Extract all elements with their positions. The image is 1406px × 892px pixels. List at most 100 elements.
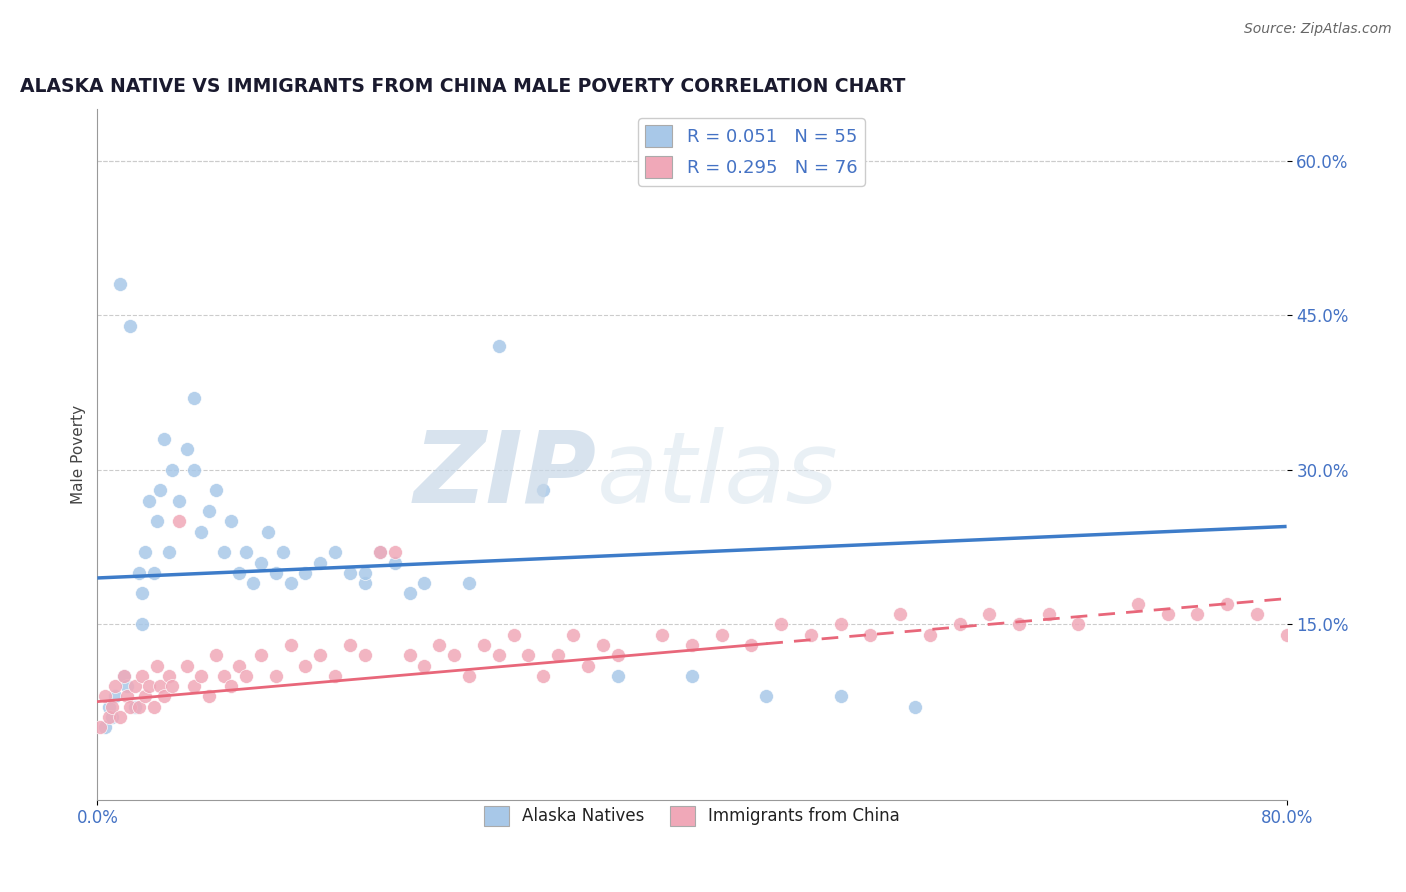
Point (339, 566, 361, 580)
Point (1187, 607, 1209, 621)
Point (98, 699, 121, 714)
Point (250, 556, 273, 570)
Point (309, 648, 332, 663)
Point (157, 669, 180, 683)
Point (398, 586, 420, 600)
Point (149, 483, 172, 498)
Point (398, 648, 420, 663)
Text: Source: ZipAtlas.com: Source: ZipAtlas.com (1244, 22, 1392, 37)
Point (112, 669, 135, 683)
Point (502, 627, 524, 641)
Point (131, 669, 153, 683)
Point (859, 627, 882, 641)
Point (112, 669, 135, 683)
Point (142, 699, 165, 714)
Point (205, 483, 228, 498)
Point (153, 690, 176, 704)
Point (94, 720, 117, 734)
Point (167, 493, 190, 508)
Point (124, 699, 146, 714)
Point (101, 699, 124, 714)
Point (183, 391, 205, 405)
Point (128, 566, 150, 580)
Point (167, 514, 190, 528)
Text: atlas: atlas (596, 426, 838, 524)
Point (108, 277, 131, 292)
Point (176, 658, 198, 673)
Point (547, 648, 569, 663)
Point (198, 504, 221, 518)
Text: ALASKA NATIVE VS IMMIGRANTS FROM CHINA MALE POVERTY CORRELATION CHART: ALASKA NATIVE VS IMMIGRANTS FROM CHINA M… (20, 78, 905, 96)
Point (98, 710, 121, 724)
Point (138, 679, 160, 693)
Point (800, 627, 823, 641)
Point (1126, 597, 1149, 611)
Point (219, 514, 242, 528)
Point (770, 617, 793, 632)
Point (1275, 627, 1298, 641)
Point (681, 638, 703, 652)
Point (1067, 617, 1090, 632)
Point (205, 648, 228, 663)
Point (264, 669, 287, 683)
Point (160, 463, 183, 477)
Point (606, 648, 628, 663)
Point (384, 556, 406, 570)
Point (228, 658, 250, 673)
Point (1038, 607, 1060, 621)
Point (235, 669, 257, 683)
Point (104, 690, 127, 704)
Point (131, 617, 153, 632)
Point (212, 545, 235, 559)
Point (264, 566, 287, 580)
Point (531, 483, 554, 498)
Point (488, 339, 510, 353)
Point (120, 699, 142, 714)
Point (472, 638, 495, 652)
Point (904, 699, 927, 714)
Point (153, 432, 176, 446)
Point (384, 545, 406, 559)
Point (755, 690, 778, 704)
Point (1156, 607, 1178, 621)
Point (339, 638, 361, 652)
Point (1216, 597, 1239, 611)
Point (183, 463, 205, 477)
Point (115, 690, 138, 704)
Point (354, 648, 377, 663)
Point (124, 679, 146, 693)
Point (128, 699, 150, 714)
Point (354, 566, 377, 580)
Point (368, 545, 391, 559)
Point (131, 586, 153, 600)
Point (183, 679, 205, 693)
Point (198, 690, 221, 704)
Point (280, 638, 302, 652)
Point (101, 710, 124, 724)
Point (531, 669, 554, 683)
Point (427, 638, 450, 652)
Point (948, 617, 970, 632)
Point (190, 669, 212, 683)
Point (146, 514, 169, 528)
Point (413, 576, 436, 591)
Point (89, 720, 111, 734)
Point (323, 545, 346, 559)
Point (257, 524, 280, 539)
Text: ZIP: ZIP (413, 426, 596, 524)
Point (104, 679, 127, 693)
Point (294, 566, 316, 580)
Point (176, 442, 198, 457)
Point (149, 679, 172, 693)
Point (458, 669, 481, 683)
Point (134, 690, 156, 704)
Point (142, 566, 165, 580)
Point (517, 648, 540, 663)
Point (228, 566, 250, 580)
Point (830, 617, 852, 632)
Point (458, 576, 481, 591)
Point (1008, 617, 1031, 632)
Point (120, 318, 142, 333)
Point (190, 524, 212, 539)
Point (294, 658, 316, 673)
